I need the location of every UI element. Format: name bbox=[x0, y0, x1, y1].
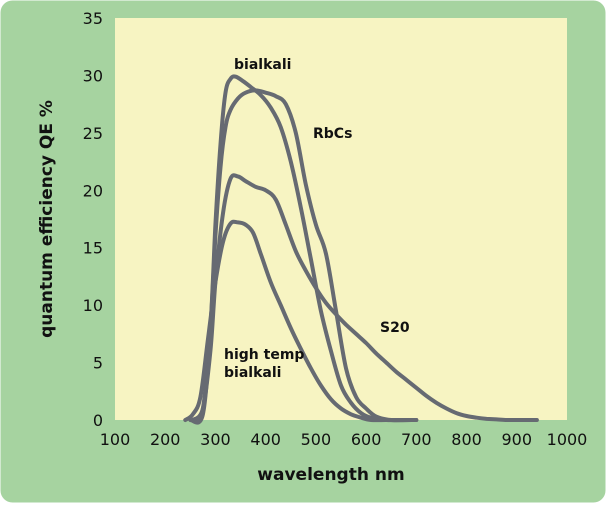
x-tick-label: 500 bbox=[301, 430, 332, 449]
annotation-high-temp-bialkali: bialkali bbox=[224, 365, 281, 381]
y-tick-label: 30 bbox=[83, 66, 103, 85]
y-tick-label: 10 bbox=[83, 296, 103, 315]
series-line-rbcs bbox=[190, 88, 414, 423]
x-tick-label: 800 bbox=[451, 430, 482, 449]
x-tick-label: 700 bbox=[401, 430, 432, 449]
x-tick-label: 900 bbox=[502, 430, 533, 449]
annotation-bialkali: bialkali bbox=[234, 57, 291, 73]
y-tick-labels: 0 5 10 15 20 25 30 35 bbox=[83, 9, 103, 430]
y-tick-label: 35 bbox=[83, 9, 103, 28]
x-tick-label: 100 bbox=[100, 430, 131, 449]
series-line-high-temp-bialkali bbox=[183, 219, 419, 423]
series-line-s20 bbox=[190, 173, 539, 423]
x-tick-label: 1000 bbox=[547, 430, 588, 449]
x-axis-label: wavelength nm bbox=[257, 465, 404, 485]
annotation-rbcs: RbCs bbox=[313, 126, 352, 142]
y-axis-label: quantum efficiency QE % bbox=[37, 100, 57, 338]
x-tick-label: 600 bbox=[351, 430, 382, 449]
curves-layer bbox=[183, 74, 539, 425]
annotation-high-temp: high temp bbox=[224, 347, 304, 363]
x-tick-label: 400 bbox=[250, 430, 281, 449]
plot-area bbox=[115, 18, 567, 420]
y-tick-label: 20 bbox=[83, 181, 103, 200]
y-tick-label: 25 bbox=[83, 124, 103, 143]
y-tick-label: 0 bbox=[93, 411, 103, 430]
annotation-s20: S20 bbox=[380, 320, 410, 336]
x-tick-label: 200 bbox=[150, 430, 181, 449]
x-tick-label: 300 bbox=[200, 430, 231, 449]
x-tick-labels: 100 200 300 400 500 600 700 800 900 1000 bbox=[100, 430, 588, 449]
y-tick-label: 5 bbox=[93, 354, 103, 373]
y-tick-label: 15 bbox=[83, 239, 103, 258]
